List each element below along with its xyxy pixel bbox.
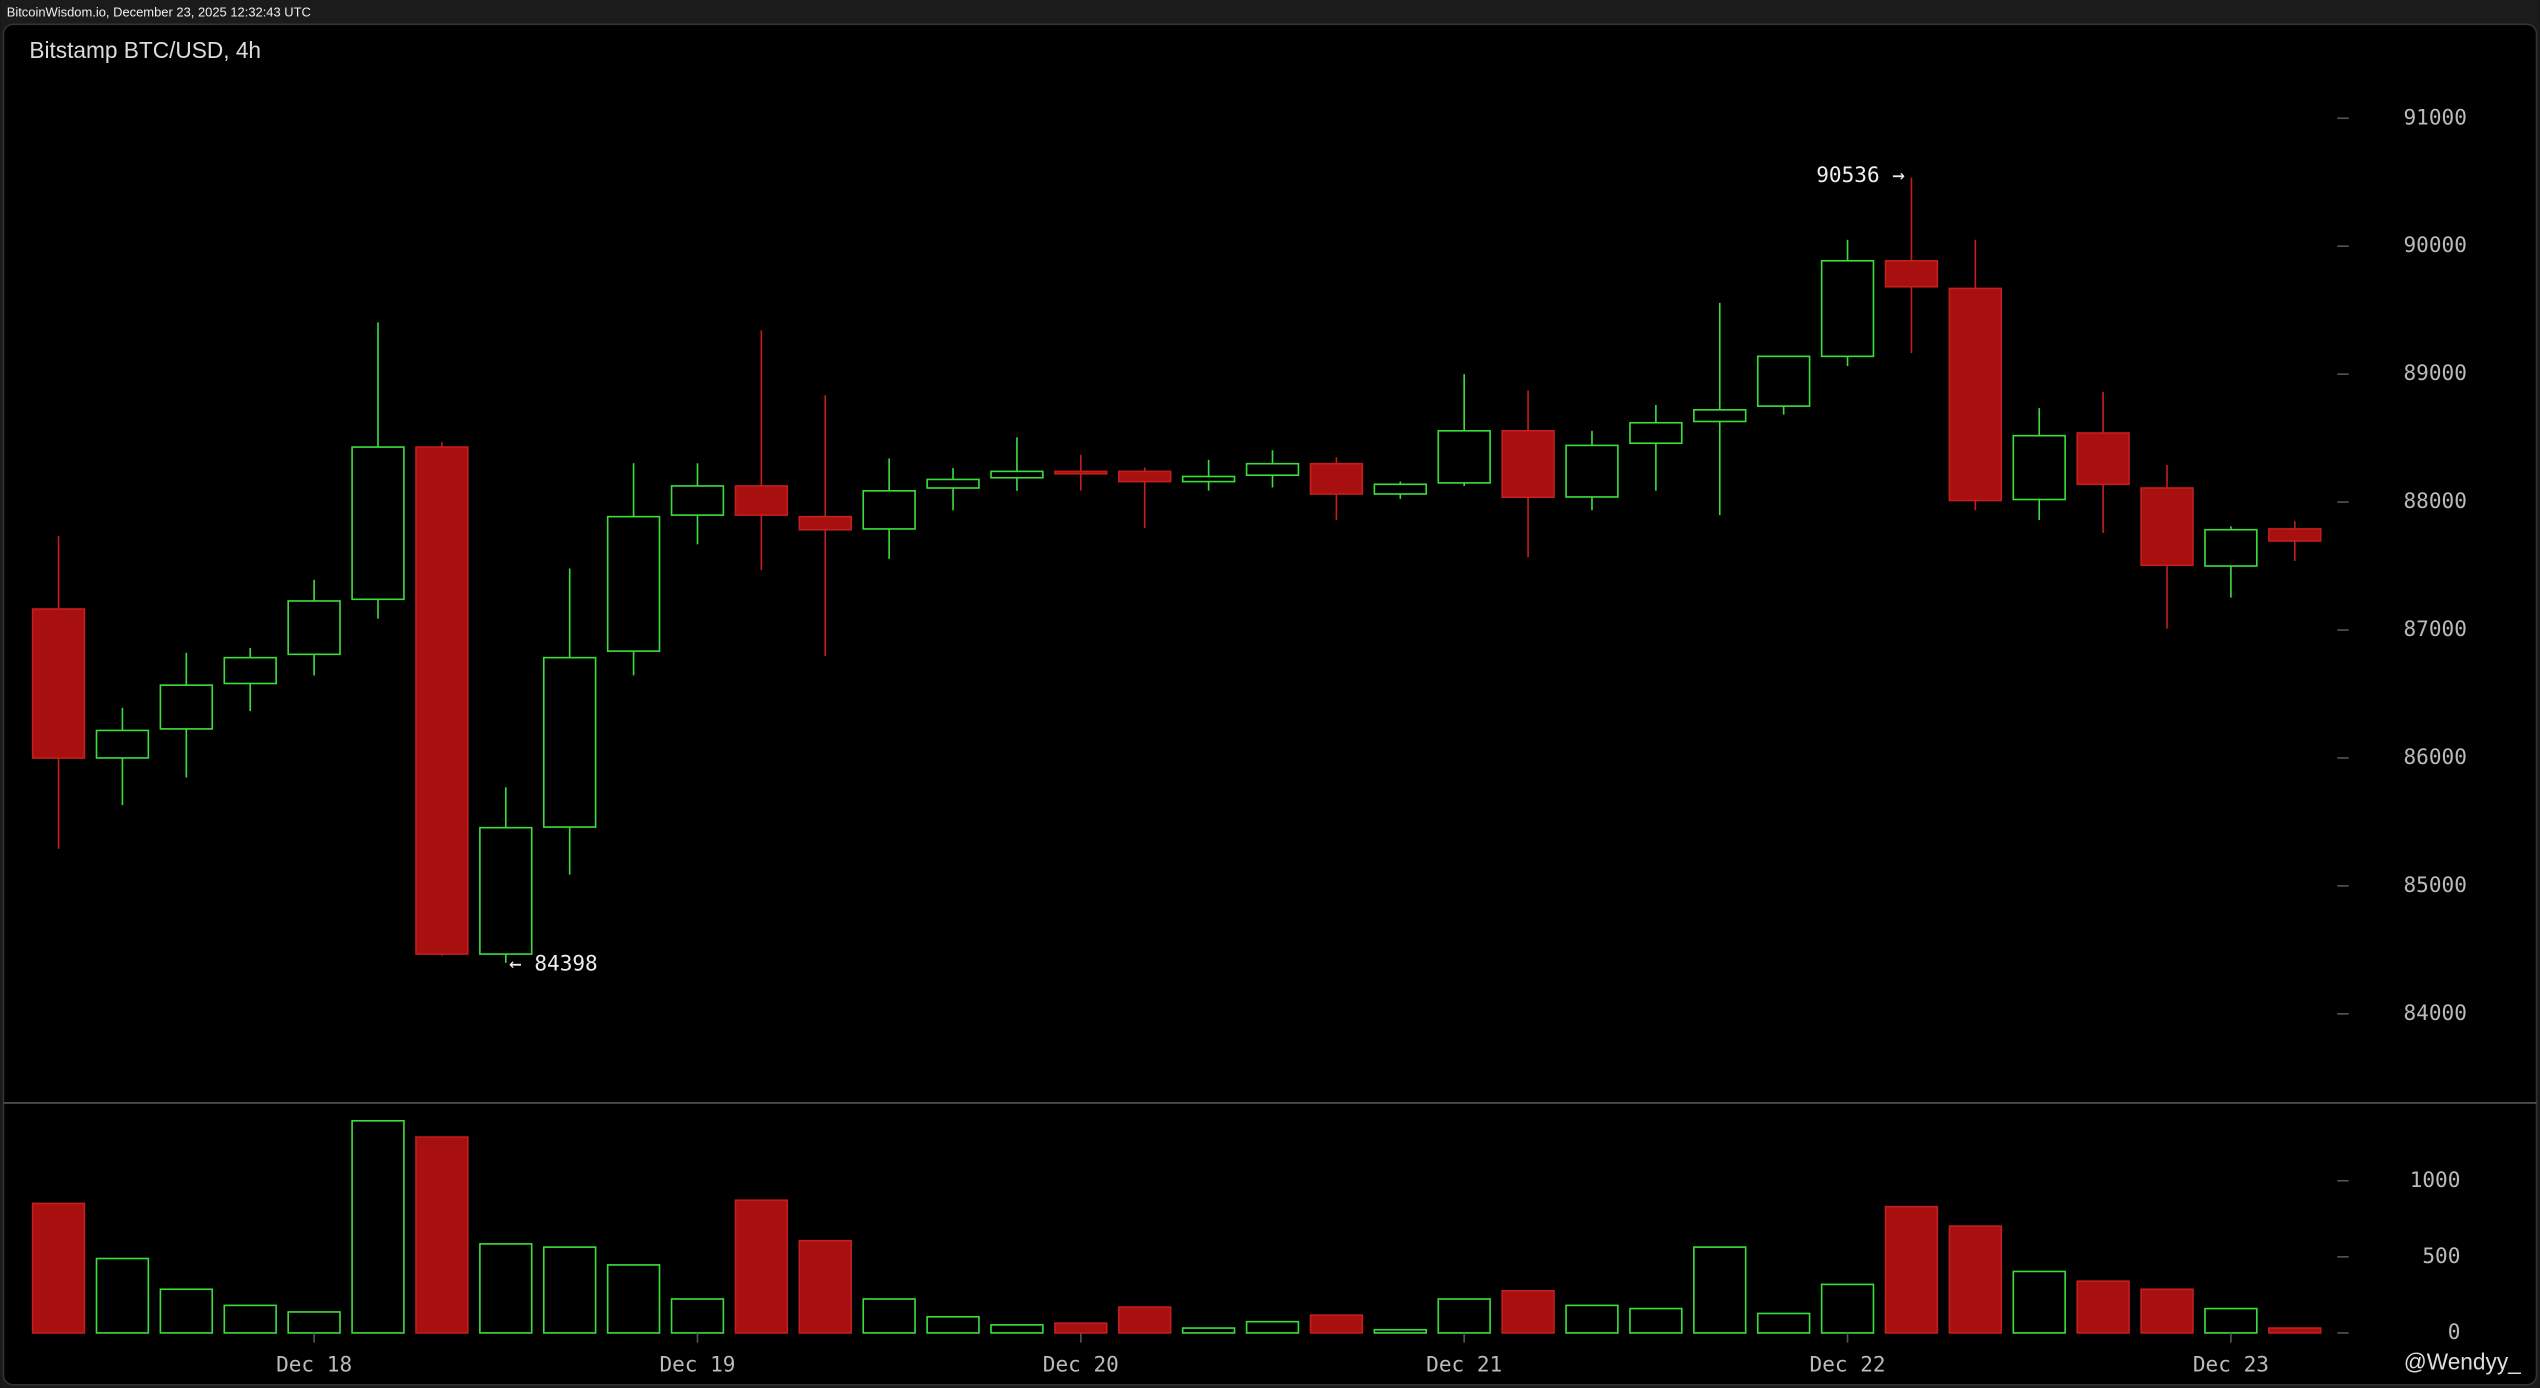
watermark: @Wendyy_ bbox=[2404, 1349, 2521, 1375]
candle-body bbox=[31, 608, 86, 759]
volume-bar bbox=[734, 1199, 789, 1334]
volume-bar bbox=[1181, 1327, 1236, 1334]
volume-bar bbox=[287, 1311, 341, 1334]
panel bbox=[2, 23, 2538, 1386]
candle-body bbox=[2204, 528, 2258, 567]
x-tick-label: Dec 23 bbox=[2193, 1351, 2269, 1376]
candle-body bbox=[351, 446, 405, 601]
candle-body bbox=[990, 470, 1044, 479]
chart-title: Bitstamp BTC/USD, 4h bbox=[29, 37, 261, 63]
candle-body bbox=[1437, 430, 1491, 484]
y-tick-label: 85000 bbox=[2404, 872, 2467, 897]
volume-bar bbox=[1245, 1320, 1300, 1334]
candle-body bbox=[2076, 432, 2130, 486]
volume-bar bbox=[1820, 1283, 1875, 1334]
candle-body bbox=[862, 490, 916, 530]
candle-body bbox=[415, 446, 469, 955]
candle-body bbox=[734, 485, 789, 516]
candle-body bbox=[1054, 470, 1108, 475]
volume-bar bbox=[990, 1324, 1044, 1334]
volume-tick-label: 500 bbox=[2422, 1243, 2460, 1268]
volume-bar bbox=[1309, 1314, 1364, 1334]
y-tick-label: 89000 bbox=[2404, 360, 2467, 385]
candle-body bbox=[606, 515, 661, 652]
volume-bar bbox=[798, 1239, 852, 1334]
volume-bar bbox=[926, 1315, 980, 1334]
candle-body bbox=[1245, 462, 1300, 477]
volume-bar bbox=[1693, 1246, 1747, 1334]
volume-bar bbox=[2012, 1270, 2066, 1334]
candle-body bbox=[223, 656, 277, 685]
x-tick-label: Dec 22 bbox=[1810, 1351, 1886, 1376]
volume-bar bbox=[2140, 1288, 2194, 1334]
candle-body bbox=[798, 515, 852, 531]
y-tick-label: 84000 bbox=[2404, 1000, 2467, 1025]
volume-bar bbox=[862, 1298, 916, 1334]
volume-bar bbox=[606, 1264, 661, 1334]
volume-bar bbox=[1565, 1304, 1619, 1334]
candle-body bbox=[1309, 462, 1364, 495]
x-tick-label: Dec 20 bbox=[1043, 1351, 1119, 1376]
y-tick-label: 88000 bbox=[2404, 488, 2467, 513]
candle-body bbox=[1501, 430, 1555, 499]
low-annotation: ← 84398 bbox=[509, 951, 598, 976]
candle-body bbox=[2140, 487, 2194, 567]
candle-body bbox=[1565, 444, 1619, 498]
volume-bar bbox=[542, 1246, 597, 1334]
volume-bar bbox=[1054, 1322, 1108, 1334]
volume-bar bbox=[415, 1136, 469, 1334]
candle-body bbox=[1693, 409, 1747, 423]
y-tick-label: 87000 bbox=[2404, 616, 2467, 641]
volume-bar bbox=[95, 1257, 150, 1334]
candle-body bbox=[670, 485, 725, 516]
volume-bar bbox=[1884, 1205, 1939, 1334]
x-tick-label: Dec 21 bbox=[1426, 1351, 1502, 1376]
y-tick-label: 86000 bbox=[2404, 744, 2467, 769]
x-tick-label: Dec 18 bbox=[276, 1351, 352, 1376]
candle-body bbox=[1948, 287, 2003, 502]
volume-bar bbox=[1948, 1225, 2003, 1334]
y-tick-label: 91000 bbox=[2404, 104, 2467, 129]
volume-tick-label: 1000 bbox=[2410, 1167, 2461, 1192]
volume-bar bbox=[2076, 1280, 2130, 1334]
candle-body bbox=[479, 826, 533, 955]
volume-bar bbox=[1118, 1306, 1172, 1334]
candle-body bbox=[1118, 470, 1172, 483]
volume-bar bbox=[1373, 1328, 1428, 1334]
candle-body bbox=[926, 478, 980, 489]
volume-bar bbox=[159, 1288, 214, 1334]
volume-tick-label: 0 bbox=[2448, 1319, 2461, 1344]
volume-bar bbox=[1501, 1289, 1555, 1334]
candle-body bbox=[1181, 475, 1236, 483]
candle-body bbox=[159, 684, 214, 730]
volume-bar bbox=[1437, 1298, 1491, 1334]
candle-body bbox=[2268, 528, 2322, 542]
volume-bar bbox=[2204, 1307, 2258, 1334]
candle-body bbox=[95, 729, 150, 759]
candle-body bbox=[1756, 355, 1811, 407]
header: BitcoinWisdom.io, December 23, 2025 12:3… bbox=[7, 4, 311, 19]
candle-body bbox=[1820, 259, 1875, 358]
volume-bar bbox=[223, 1304, 277, 1334]
volume-bar bbox=[670, 1298, 725, 1334]
x-tick-label: Dec 19 bbox=[659, 1351, 735, 1376]
volume-bar bbox=[479, 1243, 533, 1334]
volume-bar bbox=[31, 1202, 86, 1334]
candle-body bbox=[1629, 421, 1683, 445]
volume-bar bbox=[351, 1119, 405, 1334]
candle-body bbox=[542, 656, 597, 828]
y-tick-label: 90000 bbox=[2404, 232, 2467, 257]
volume-bar bbox=[2268, 1327, 2322, 1334]
volume-bar bbox=[1756, 1312, 1811, 1334]
candle-body bbox=[287, 600, 341, 656]
candle-body bbox=[1884, 259, 1939, 288]
candle-body bbox=[1373, 483, 1428, 495]
volume-bar bbox=[1629, 1307, 1683, 1334]
high-annotation: 90536 → bbox=[1816, 162, 1905, 187]
candle-body bbox=[2012, 434, 2066, 501]
